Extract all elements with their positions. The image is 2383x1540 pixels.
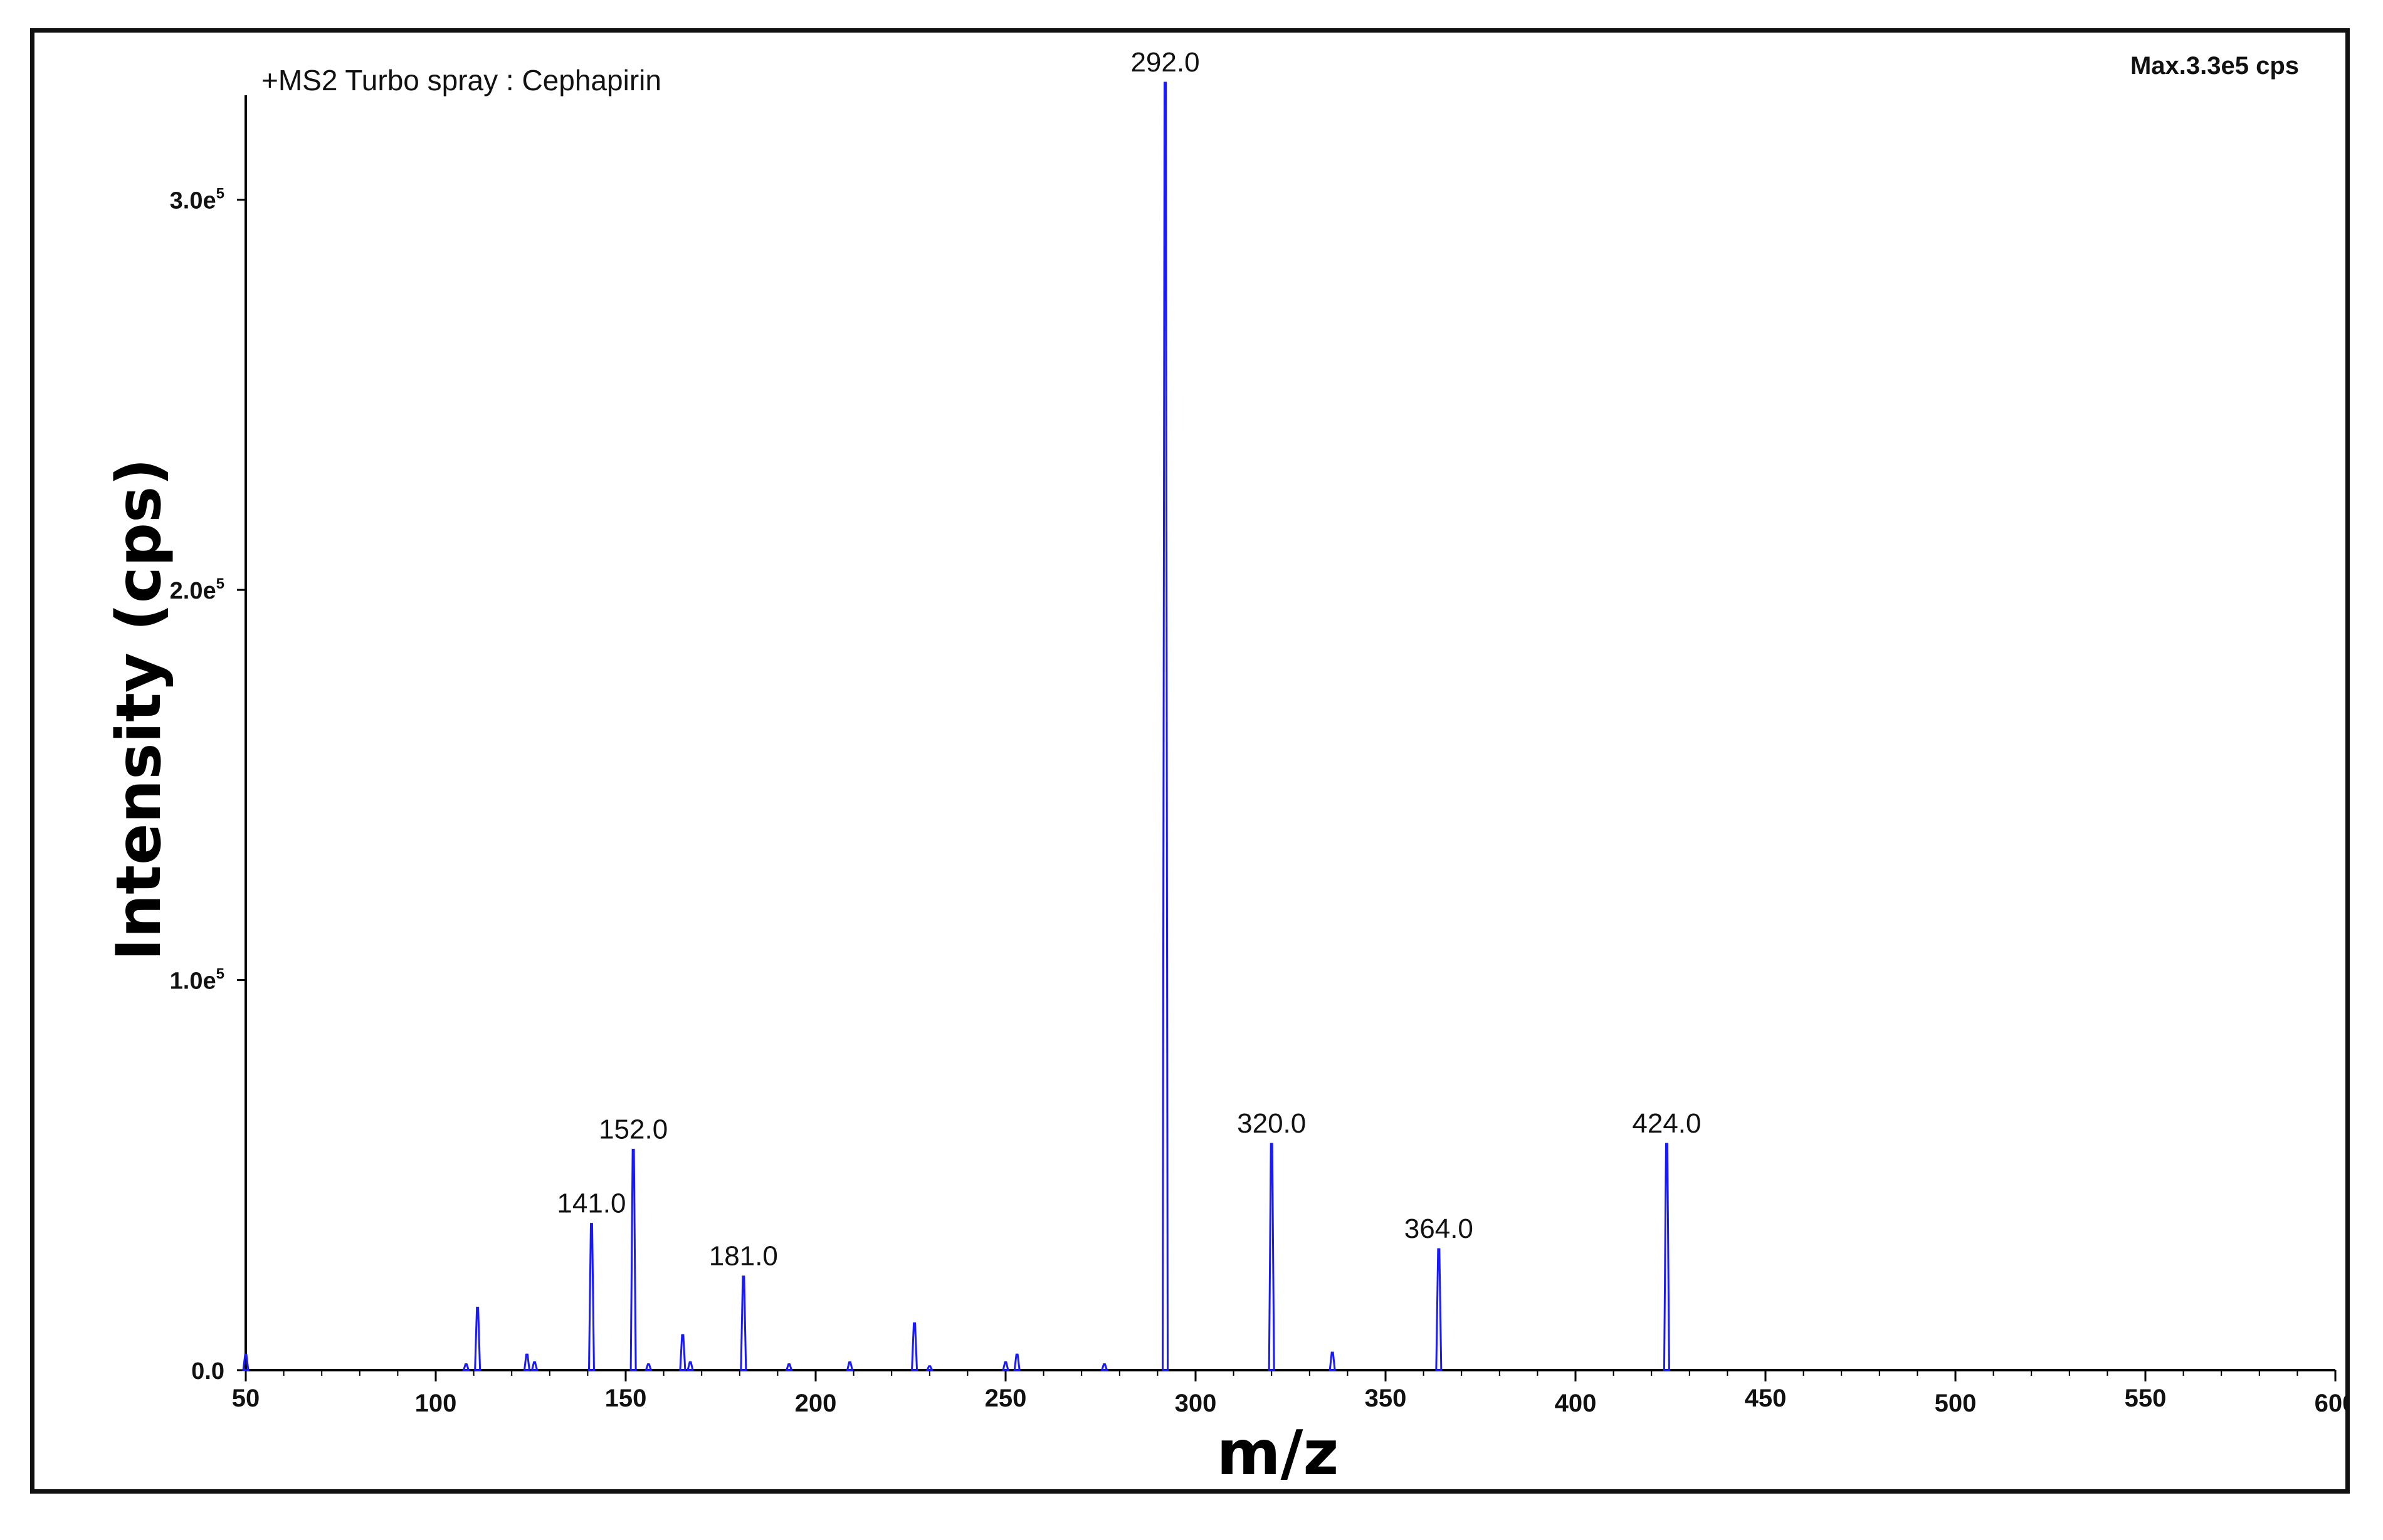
x-tick-label: 50	[232, 1385, 260, 1412]
spectrum-peak	[462, 1363, 470, 1371]
spectrum-peak	[1435, 1248, 1443, 1371]
x-tick-label: 100	[415, 1390, 457, 1417]
spectrum-peak	[242, 1353, 250, 1371]
x-tick-label: 500	[1935, 1390, 1977, 1417]
spectrum-peak	[1328, 1351, 1336, 1371]
spectrum-peak	[740, 1275, 747, 1371]
x-tick-label: 450	[1745, 1385, 1787, 1412]
peak-labels: 141.0 152.0 181.0 292.0 320.0 364.0 424.0	[557, 47, 1701, 1272]
x-tick-label: 550	[2125, 1385, 2167, 1412]
spectrum-peak	[644, 1363, 653, 1371]
spectrum-peak	[679, 1334, 686, 1371]
spectrum-peak	[1162, 81, 1169, 1371]
y-axis-title: Intensity (cps)	[103, 458, 175, 961]
x-tick-label: 150	[605, 1385, 647, 1412]
peak-label: 141.0	[557, 1188, 626, 1219]
peak-label: 320.0	[1237, 1108, 1306, 1139]
peak-label: 292.0	[1130, 47, 1199, 78]
spectrum-peak	[1002, 1361, 1009, 1371]
spectrum-peak	[846, 1361, 854, 1371]
x-tick-label: 300	[1175, 1390, 1217, 1417]
max-intensity-label: Max.3.3e5 cps	[2130, 52, 2299, 80]
spectrum-peak	[530, 1361, 539, 1371]
x-axis-title: m/z	[1217, 1418, 1339, 1489]
mass-spectrum-chart: 0.0 1.0e5 2.0e5 3.0e5 50 100 150 200 250 300 350 4…	[103, 47, 2345, 1489]
y-tick-label: 1.0e5	[170, 966, 224, 995]
y-ticks: 0.0 1.0e5 2.0e5 3.0e5	[170, 186, 246, 1385]
spectrum-peak	[1100, 1363, 1108, 1371]
chart-title: +MS2 Turbo spray : Cephapirin	[261, 64, 661, 97]
x-tick-label: 400	[1555, 1390, 1597, 1417]
spectrum-peak	[1268, 1143, 1275, 1371]
peak-label: 152.0	[599, 1114, 668, 1145]
spectrum-peak	[474, 1306, 481, 1371]
chart-frame: 0.0 1.0e5 2.0e5 3.0e5 50 100 150 200 250 300 350 4…	[30, 28, 2350, 1494]
spectrum-peak	[1663, 1143, 1670, 1371]
y-tick-label: 0.0	[191, 1358, 224, 1385]
spectrum-peak	[1013, 1353, 1021, 1371]
peak-label: 181.0	[709, 1241, 778, 1272]
x-tick-label: 600	[2315, 1390, 2345, 1417]
x-ticks: 50 100 150 200 250 300 350 400 450 500 550 600	[232, 1370, 2345, 1417]
x-tick-label: 200	[795, 1390, 837, 1417]
spectrum-peak	[925, 1365, 934, 1371]
axes	[245, 95, 2335, 1371]
spectrum-peak	[910, 1322, 918, 1371]
spectrum-peak	[587, 1223, 595, 1371]
peak-label: 364.0	[1404, 1213, 1473, 1244]
spectrum-peak	[785, 1363, 793, 1371]
spectrum-peaks	[242, 81, 1670, 1371]
x-tick-label: 350	[1365, 1385, 1407, 1412]
spectrum-peak	[523, 1353, 531, 1371]
spectrum-peak	[629, 1148, 637, 1371]
spectrum-peak	[686, 1361, 694, 1371]
y-tick-label: 3.0e5	[170, 186, 224, 214]
peak-label: 424.0	[1632, 1108, 1701, 1139]
x-tick-label: 250	[985, 1385, 1027, 1412]
y-tick-label: 2.0e5	[170, 575, 224, 604]
